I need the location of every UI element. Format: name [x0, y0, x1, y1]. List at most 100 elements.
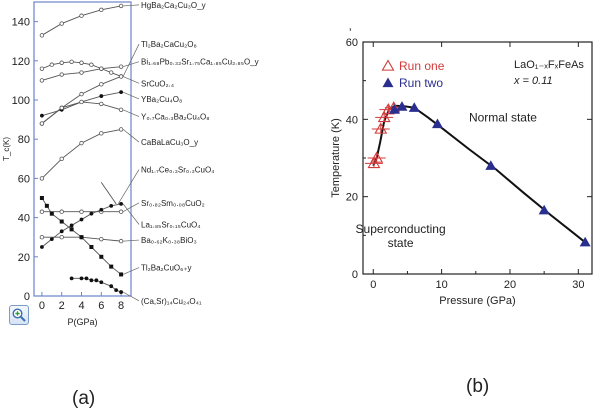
panel-a-series: Nd₁.₇Ce₀.₃Sr₀.₃CuO₄ [100, 166, 214, 205]
panel-b-chart: 0 20 40 60 0 10 20 30 Pressure (GPa) Temperature … [330, 26, 593, 307]
panel-a-label-leader [122, 203, 140, 225]
panel-b-point-run-two [396, 101, 408, 111]
panel-a-series: CaBaLaCu₃O_y [39, 127, 198, 181]
panel-b-x-tick-label: 10 [435, 279, 447, 291]
panel-a-caption: (a) [72, 388, 96, 409]
panel-a-point [59, 234, 64, 240]
panel-a-point [79, 13, 84, 18]
panel-a-point [79, 99, 84, 105]
panel-a-series: Bi₁.₆₈Pb₀.₃₂Sr₁.₇₅Ca₁.₈₅Cu₂.₈₅O_y [39, 58, 259, 83]
panel-a-label-leader [117, 169, 140, 205]
panel-a-point [118, 209, 124, 214]
zoom-in-button[interactable] [9, 305, 29, 325]
panel-b-superconducting-label-line2: state [388, 236, 414, 250]
panel-b-caption: (b) [466, 376, 490, 397]
panel-b-point-run-one [374, 122, 388, 134]
panel-a-x-label: P(GPa) [67, 317, 97, 327]
panel-a-label-leader [122, 43, 140, 77]
panel-a-label-leader [123, 239, 140, 242]
panel-a-point [118, 74, 124, 79]
panel-a-point [49, 237, 54, 242]
panel-a-point [40, 113, 44, 118]
panel-a-point [79, 140, 84, 146]
panel-a-point [109, 203, 114, 208]
panel-a-series-label: (Ca,Sr)₁₄Cu₂₄O₄₁ [141, 297, 202, 306]
panel-b-point-run-two [579, 236, 591, 247]
panel-a-series: Y₀.₇Ca₀.₃Ba₂Cu₄O₈ [39, 99, 210, 126]
panel-a-series: La₁.₈₅Sr₀.₁₅CuO₄ [40, 201, 201, 249]
panel-a-point [39, 209, 45, 214]
panel-b-y-tick-label: 20 [346, 192, 358, 204]
panel-a-x-tick-label: 0 [39, 300, 45, 312]
panel-a-series: Sr₀.₈₂Sm₀.₀₈CuO₂ [39, 199, 205, 214]
panel-a-point [39, 66, 45, 71]
panel-a-y-tick-label: 20 [18, 252, 30, 264]
panel-a-point [99, 131, 104, 136]
panel-a-point [99, 254, 104, 259]
panel-a-y-tick-label: 140 [12, 17, 30, 29]
panel-b-point-run-one [367, 156, 381, 169]
panel-a-label-leader [122, 109, 140, 117]
panel-b-legend: Run one Run two [381, 59, 445, 90]
panel-a-point [118, 3, 124, 9]
panel-a-series-label: Y₀.₇Ca₀.₃Ba₂Cu₄O₈ [141, 113, 210, 122]
panel-b-point-run-two [388, 104, 400, 114]
panel-b-point-run-two [538, 204, 550, 215]
panel-a-point [119, 201, 124, 206]
panel-b-point-run-one [377, 110, 391, 123]
panel-a-label-leader [123, 4, 140, 7]
panel-a-point [59, 229, 64, 234]
panel-a-point [69, 59, 74, 64]
panel-b-x-tick-label: 0 [370, 279, 376, 291]
panel-a-point [39, 121, 45, 126]
panel-a-point [99, 207, 104, 212]
panel-a-point [118, 238, 124, 244]
panel-b-legend-run-two: Run two [399, 76, 443, 90]
panel-a-point [59, 156, 64, 161]
panel-a-series-label: YBa₂Cu₄O₈ [141, 95, 182, 104]
panel-a-point [109, 264, 114, 269]
panel-b-doping-label: x = 0.11 [513, 75, 553, 87]
panel-b-point-run-two [432, 118, 444, 129]
panel-a-point [89, 62, 94, 67]
panel-a-point [99, 280, 104, 285]
panel-a-point [59, 209, 64, 214]
panel-a-point [89, 211, 94, 216]
panel-a-series: Tl₂Ba₂CuO₆₊y [39, 196, 192, 277]
panel-a-point [99, 82, 104, 87]
panel-a-y-tick-label: 80 [18, 134, 30, 146]
panel-a-point [89, 245, 94, 249]
panel-b-normal-state-label: Normal state [469, 110, 537, 124]
panel-a-point [39, 234, 45, 240]
panel-a-label-leader [122, 91, 140, 100]
panel-a-point [99, 101, 104, 107]
panel-a-point [79, 276, 84, 281]
panel-b-superconducting-label-line1: Superconducting [356, 222, 446, 236]
panel-a-series-label: Bi₁.₆₈Pb₀.₃₂Sr₁.₇₅Ca₁.₈₅Cu₂.₈₅O_y [141, 58, 259, 67]
panel-a-y-tick-label: 60 [18, 173, 30, 185]
panel-a-series-line [41, 5, 122, 36]
panel-b-y-tick-label: 60 [346, 37, 358, 49]
panel-a-label-leader [122, 129, 140, 143]
panel-a-point [59, 219, 64, 224]
panel-b-point-run-one [381, 103, 395, 115]
panel-a-point [49, 62, 55, 67]
panel-b-legend-marker-run-two [382, 77, 394, 88]
panel-a-y-tick-label: 0 [24, 291, 30, 303]
panel-a-point [99, 66, 104, 71]
panel-a-point [99, 94, 104, 98]
panel-a-point [59, 72, 64, 77]
panel-b-point-run-two [408, 102, 420, 112]
panel-a-point [118, 64, 124, 69]
panel-a-point [99, 236, 104, 242]
panel-a-point [109, 70, 114, 75]
panel-a-point [79, 60, 84, 65]
panel-b-x-label: Pressure (GPa) [439, 295, 515, 307]
panel-a-point [59, 105, 64, 111]
panel-b-x-tick-label: 30 [572, 279, 584, 291]
panel-a-point [49, 211, 54, 216]
panel-a-point [44, 203, 49, 208]
panel-a-series-line [100, 182, 117, 205]
panel-a-series-label: CaBaLaCu₃O_y [141, 138, 198, 147]
panel-a-point [118, 107, 124, 112]
